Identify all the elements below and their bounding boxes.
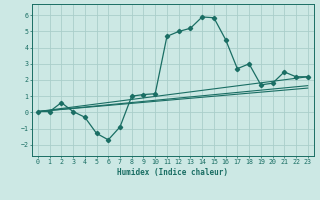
X-axis label: Humidex (Indice chaleur): Humidex (Indice chaleur)	[117, 168, 228, 177]
